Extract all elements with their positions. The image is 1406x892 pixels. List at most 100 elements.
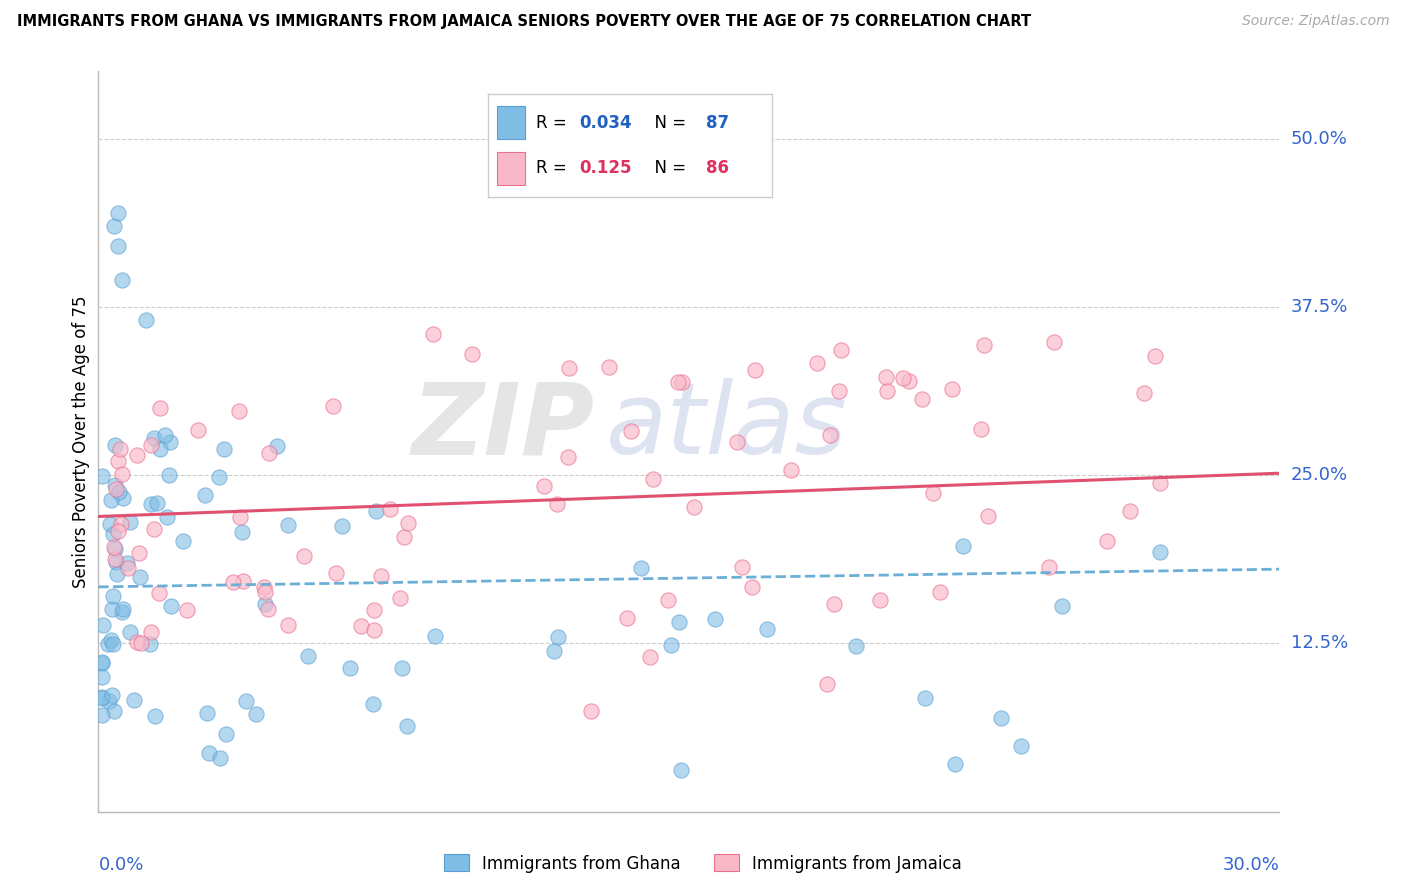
Text: 50.0%: 50.0% bbox=[1291, 129, 1347, 148]
Point bbox=[756, 622, 779, 636]
Point bbox=[103, 705, 125, 719]
Point bbox=[630, 561, 652, 575]
Point bbox=[235, 694, 257, 708]
Point bbox=[815, 677, 838, 691]
Point bbox=[1010, 739, 1032, 754]
Point bbox=[91, 656, 114, 670]
Point bbox=[103, 540, 125, 554]
Point bbox=[350, 619, 373, 633]
Point bbox=[195, 706, 218, 720]
Text: 25.0%: 25.0% bbox=[1291, 467, 1348, 484]
Point bbox=[253, 580, 276, 594]
Point bbox=[104, 542, 127, 557]
Point bbox=[156, 509, 179, 524]
Point bbox=[122, 693, 145, 707]
Point bbox=[107, 239, 129, 253]
Point bbox=[149, 401, 172, 416]
Point bbox=[159, 434, 181, 449]
Point bbox=[100, 633, 122, 648]
Point bbox=[127, 448, 149, 462]
Text: atlas: atlas bbox=[606, 378, 848, 475]
Point bbox=[620, 424, 643, 438]
Point bbox=[704, 612, 727, 626]
Point bbox=[128, 546, 150, 560]
Point bbox=[107, 454, 129, 468]
Point bbox=[659, 638, 682, 652]
Point bbox=[108, 484, 131, 499]
Point bbox=[668, 615, 690, 630]
Point bbox=[876, 384, 898, 398]
Point bbox=[142, 522, 165, 536]
Point bbox=[929, 585, 952, 599]
Point bbox=[818, 428, 841, 442]
Point bbox=[557, 361, 579, 376]
Point bbox=[232, 574, 254, 588]
Point bbox=[1038, 560, 1060, 574]
Point bbox=[108, 442, 131, 456]
Point bbox=[129, 570, 152, 584]
Point bbox=[388, 591, 411, 605]
Point bbox=[212, 442, 235, 457]
Point bbox=[330, 519, 353, 533]
Point bbox=[823, 597, 845, 611]
Point bbox=[148, 586, 170, 600]
Point bbox=[253, 597, 276, 611]
Point bbox=[869, 592, 891, 607]
Point bbox=[779, 462, 801, 476]
Point bbox=[952, 539, 974, 553]
Point bbox=[91, 469, 114, 483]
Point bbox=[231, 525, 253, 540]
Point bbox=[103, 527, 125, 541]
Point bbox=[228, 404, 250, 418]
Point bbox=[806, 356, 828, 370]
Point bbox=[266, 439, 288, 453]
Point bbox=[1133, 386, 1156, 401]
Point bbox=[921, 485, 943, 500]
Point bbox=[91, 671, 114, 685]
Point bbox=[339, 661, 361, 675]
Point bbox=[98, 694, 121, 708]
Point bbox=[669, 764, 692, 778]
Point bbox=[598, 359, 620, 374]
Point bbox=[107, 524, 129, 539]
Point bbox=[875, 370, 897, 384]
Point bbox=[363, 698, 385, 712]
Point bbox=[363, 623, 385, 637]
Point bbox=[378, 502, 401, 516]
Point bbox=[911, 392, 934, 407]
Point bbox=[221, 575, 243, 590]
Point bbox=[990, 710, 1012, 724]
Point bbox=[105, 567, 128, 582]
Point bbox=[104, 438, 127, 452]
Point bbox=[898, 374, 921, 388]
Point bbox=[91, 690, 114, 704]
Point bbox=[257, 602, 280, 616]
Point bbox=[543, 644, 565, 658]
Point bbox=[208, 470, 231, 484]
Point bbox=[98, 516, 121, 531]
Point bbox=[103, 590, 125, 604]
Point bbox=[187, 423, 209, 437]
Point bbox=[547, 630, 569, 644]
Point bbox=[1043, 334, 1066, 349]
Point bbox=[391, 661, 413, 675]
Point bbox=[143, 709, 166, 723]
Point bbox=[257, 446, 280, 460]
Point bbox=[845, 639, 868, 653]
Point bbox=[194, 488, 217, 502]
Point bbox=[229, 509, 252, 524]
Point bbox=[129, 636, 152, 650]
Point bbox=[277, 518, 299, 533]
Point bbox=[104, 555, 127, 569]
Point bbox=[364, 504, 387, 518]
Point bbox=[104, 482, 127, 496]
Point bbox=[101, 637, 124, 651]
Point bbox=[292, 549, 315, 563]
Point bbox=[945, 756, 967, 771]
Point bbox=[579, 704, 602, 718]
Point bbox=[671, 375, 693, 389]
Text: 37.5%: 37.5% bbox=[1291, 298, 1348, 316]
Point bbox=[744, 363, 766, 377]
Point bbox=[370, 569, 392, 583]
Point bbox=[111, 491, 134, 506]
